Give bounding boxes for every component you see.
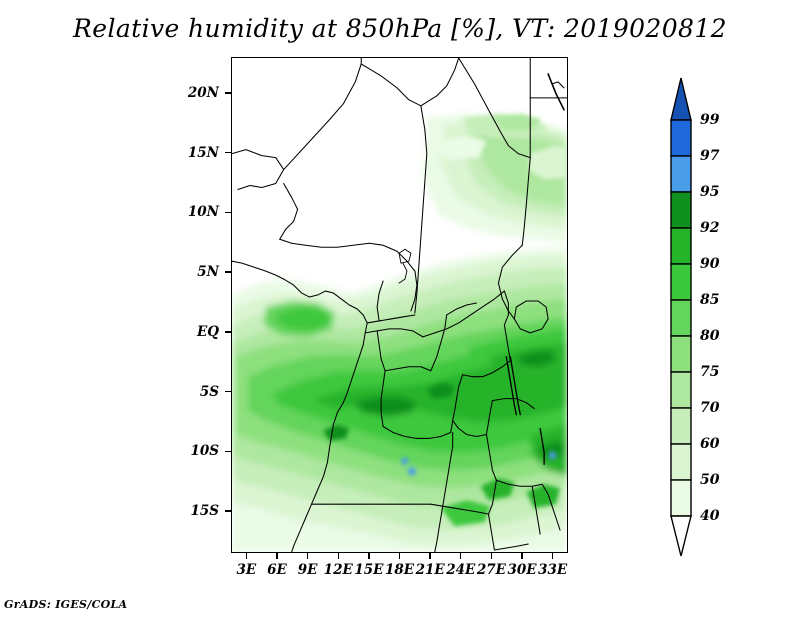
x-axis-label-0: 3E <box>236 562 257 578</box>
x-axis-tick <box>521 553 523 559</box>
colorbar-label-80: 80 <box>700 328 720 344</box>
map-plot-area <box>231 57 568 553</box>
colorbar[interactable] <box>668 76 694 558</box>
colorbar-label-50: 50 <box>700 472 720 488</box>
y-axis-label-0: 20N <box>187 84 219 101</box>
colorbar-label-95: 95 <box>700 184 720 200</box>
y-axis-label-7: 15S <box>190 503 219 520</box>
y-axis-tick <box>225 92 231 94</box>
x-axis-tick <box>490 553 493 559</box>
y-axis-tick <box>225 390 231 393</box>
x-axis-tick <box>337 553 339 559</box>
x-axis-label-1: 6E <box>267 562 287 578</box>
footer-credit: GrADS: IGES/COLA <box>4 598 128 611</box>
colorbar-label-40: 40 <box>700 508 720 524</box>
x-axis-tick <box>398 553 401 559</box>
x-axis-tick <box>551 553 554 559</box>
y-axis-label-3: 5N <box>197 264 219 281</box>
colorbar-label-92: 92 <box>700 220 720 236</box>
x-axis-label-10: 33E <box>538 562 568 578</box>
x-axis-tick <box>306 553 309 559</box>
x-axis-label-8: 27E <box>476 562 506 578</box>
x-axis-tick <box>368 553 370 559</box>
x-axis-label-6: 21E <box>415 562 445 578</box>
x-axis-label-2: 9E <box>297 562 318 578</box>
colorbar-label-85: 85 <box>700 292 720 308</box>
y-axis-tick <box>225 331 231 333</box>
y-axis-label-1: 15N <box>187 144 219 161</box>
x-axis-label-4: 15E <box>354 562 384 578</box>
x-axis-tick <box>276 553 278 559</box>
y-axis-label-2: 10N <box>187 204 219 221</box>
x-axis-tick <box>429 553 431 559</box>
humidity-field <box>232 58 567 552</box>
x-axis-label-5: 18E <box>384 562 415 578</box>
x-axis-label-3: 12E <box>323 562 353 578</box>
y-axis-tick <box>225 151 231 154</box>
colorbar-label-99: 99 <box>700 112 720 128</box>
y-axis-label-5: 5S <box>199 383 219 400</box>
x-axis-label-9: 30E <box>507 562 537 578</box>
x-axis-label-7: 24E <box>446 562 476 578</box>
colorbar-label-70: 70 <box>700 400 720 416</box>
colorbar-label-90: 90 <box>700 256 720 272</box>
page-title: Relative humidity at 850hPa [%], VT: 201… <box>73 14 727 43</box>
x-axis-tick <box>460 553 462 559</box>
y-axis-tick <box>225 510 231 512</box>
y-axis-label-6: 10S <box>190 443 219 460</box>
y-axis-tick <box>225 450 231 453</box>
x-axis-tick <box>245 553 247 559</box>
y-axis-label-4: EQ <box>196 323 219 340</box>
y-axis-tick <box>225 211 231 214</box>
y-axis-tick <box>225 271 231 273</box>
colorbar-label-97: 97 <box>700 148 720 164</box>
colorbar-label-60: 60 <box>700 436 720 452</box>
colorbar-label-75: 75 <box>700 364 720 380</box>
